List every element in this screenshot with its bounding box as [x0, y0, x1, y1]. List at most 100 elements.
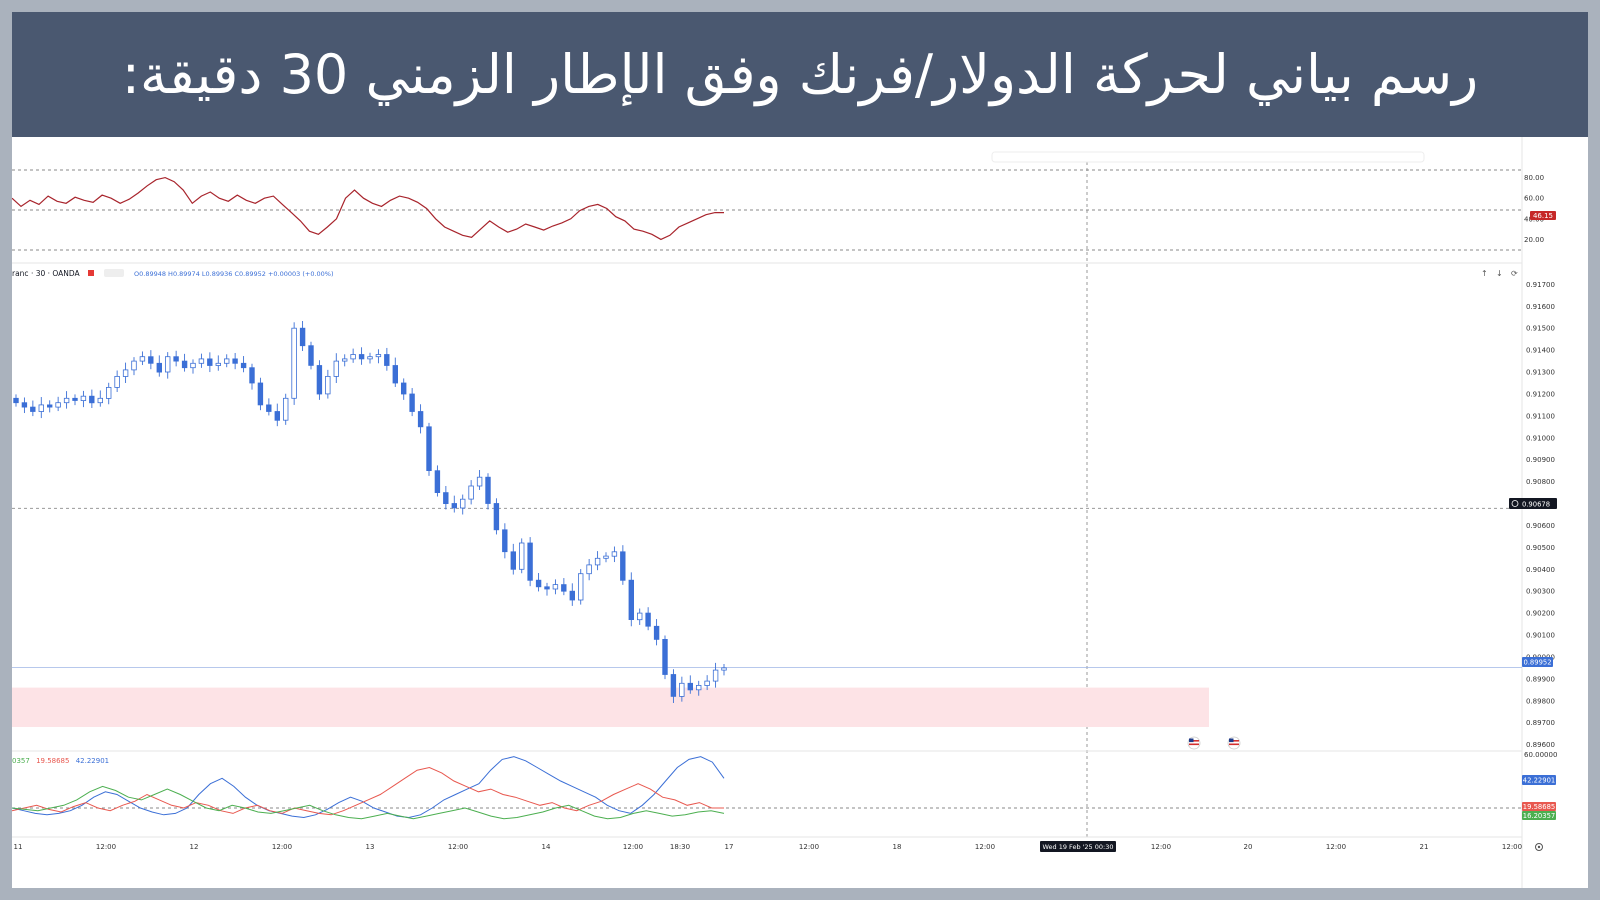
candle-body	[392, 365, 398, 384]
candle-body	[409, 393, 415, 412]
candle-body	[535, 579, 542, 588]
candle-body	[611, 551, 618, 557]
candle-body	[367, 356, 373, 360]
time-tick: 11	[14, 843, 23, 851]
refresh-icon[interactable]: ⟳	[1511, 269, 1518, 278]
candle-body	[459, 498, 466, 509]
cursor-time-label: Wed 19 Feb '25 00:30	[1042, 843, 1113, 851]
adx-legend-plus: 0357	[12, 757, 30, 765]
time-axis[interactable]: 11 12:00 12 12:00 13 12:00 14 12:00 18:30 17 12:00…	[12, 836, 1543, 852]
candle-body	[47, 404, 53, 408]
price-tick: 0.91300	[1526, 369, 1555, 377]
price-tick: 0.90400	[1526, 566, 1555, 574]
candle-body	[468, 485, 474, 500]
rsi-tick: 60.00	[1524, 195, 1544, 203]
price-tick: 0.89700	[1526, 719, 1555, 727]
candle-body	[670, 674, 677, 697]
candle-body	[721, 667, 727, 671]
candle-body	[156, 362, 162, 373]
candle-body	[308, 345, 314, 366]
price-tick: 0.91700	[1526, 281, 1555, 289]
candle-body	[89, 395, 95, 404]
price-panel: ranc · 30 · OANDA O0.89948 H0.89974 L0.8…	[12, 262, 1557, 750]
candle-body	[527, 542, 533, 581]
add-circle-icon[interactable]	[1511, 500, 1519, 507]
time-tick: 18:30	[670, 843, 690, 851]
candle-body	[620, 551, 626, 581]
time-tick: 13	[366, 843, 375, 851]
adx-tick: 60.00000	[1524, 751, 1557, 759]
candle-body	[561, 584, 567, 592]
symbol-label[interactable]: ranc · 30 · OANDA	[12, 269, 81, 278]
legend-toggle-button[interactable]	[104, 269, 124, 277]
candle-body	[333, 360, 339, 377]
candle-body	[21, 402, 28, 408]
candle-body	[594, 557, 601, 566]
price-tick: 0.91200	[1526, 390, 1555, 398]
candle-body	[341, 358, 348, 362]
price-tick: 0.90200	[1526, 610, 1555, 618]
candle-body	[114, 375, 120, 388]
price-tick: 0.90900	[1526, 456, 1555, 464]
candle-body	[164, 356, 171, 373]
time-tick: 12:00	[1326, 843, 1346, 851]
di-minus-value-label: 19.58685	[1523, 803, 1555, 811]
candle-body	[637, 612, 643, 621]
current-price-badge: 0.89952	[1522, 657, 1553, 667]
candle-body	[510, 551, 516, 570]
di-plus-value-badge: 16.20357	[1522, 811, 1556, 820]
candle-body	[282, 397, 289, 421]
candle-body	[266, 404, 272, 412]
candle-body	[696, 685, 702, 691]
candle-body	[316, 365, 323, 395]
candle-body	[232, 358, 238, 364]
candle-body	[240, 362, 247, 369]
candle-body	[274, 411, 280, 421]
price-tick: 0.90100	[1526, 632, 1555, 640]
candle-body	[502, 529, 508, 553]
candle-body	[299, 327, 306, 347]
cursor-price-label: 0.90678	[1522, 501, 1550, 509]
candle-body	[485, 476, 491, 504]
us-flag-icon[interactable]	[1187, 736, 1201, 750]
candle-body	[97, 397, 103, 404]
candle-body	[569, 590, 575, 601]
candle-body	[712, 669, 719, 682]
time-tick: 17	[725, 843, 734, 851]
page-title: رسم بياني لحركة الدولار/فرنك وفق الإطار …	[121, 43, 1479, 106]
candle-body	[30, 406, 36, 412]
di-plus-line	[12, 785, 725, 820]
settings-icon[interactable]	[1535, 843, 1543, 851]
demand-zone[interactable]	[12, 687, 1209, 727]
candle-body	[249, 367, 255, 384]
time-tick: 12	[190, 843, 199, 851]
price-tick: 0.89900	[1526, 675, 1555, 683]
di-minus-line	[12, 766, 724, 816]
price-tick: 0.91500	[1526, 325, 1555, 333]
candle-body	[384, 354, 390, 366]
time-tick: 12:00	[448, 843, 468, 851]
price-tick: 0.91600	[1526, 303, 1555, 311]
candle-body	[434, 470, 441, 494]
candle-body	[72, 397, 78, 401]
rsi-toolbar[interactable]	[991, 151, 1425, 163]
candle-body	[215, 362, 221, 366]
candle-body	[291, 327, 297, 399]
adx-panel: 0357 19.58685 42.22901 60.00000 42.22901…	[12, 750, 1557, 820]
candle-body	[400, 382, 407, 395]
adx-value-badge: 42.22901	[1522, 775, 1556, 785]
arrow-up-icon[interactable]: ↑	[1481, 269, 1488, 278]
arrow-down-icon[interactable]: ↓	[1496, 269, 1503, 278]
candle-body	[325, 375, 331, 395]
price-tick: 0.90500	[1526, 544, 1555, 552]
candle-body	[139, 356, 146, 362]
candle-body	[451, 503, 457, 509]
time-tick: 12:00	[96, 843, 116, 851]
us-flag-icon[interactable]	[1227, 736, 1241, 750]
symbol-flag-marker	[88, 270, 94, 276]
candle-body	[223, 358, 230, 364]
current-price-label: 0.89952	[1523, 659, 1551, 667]
candle-body	[181, 360, 188, 369]
